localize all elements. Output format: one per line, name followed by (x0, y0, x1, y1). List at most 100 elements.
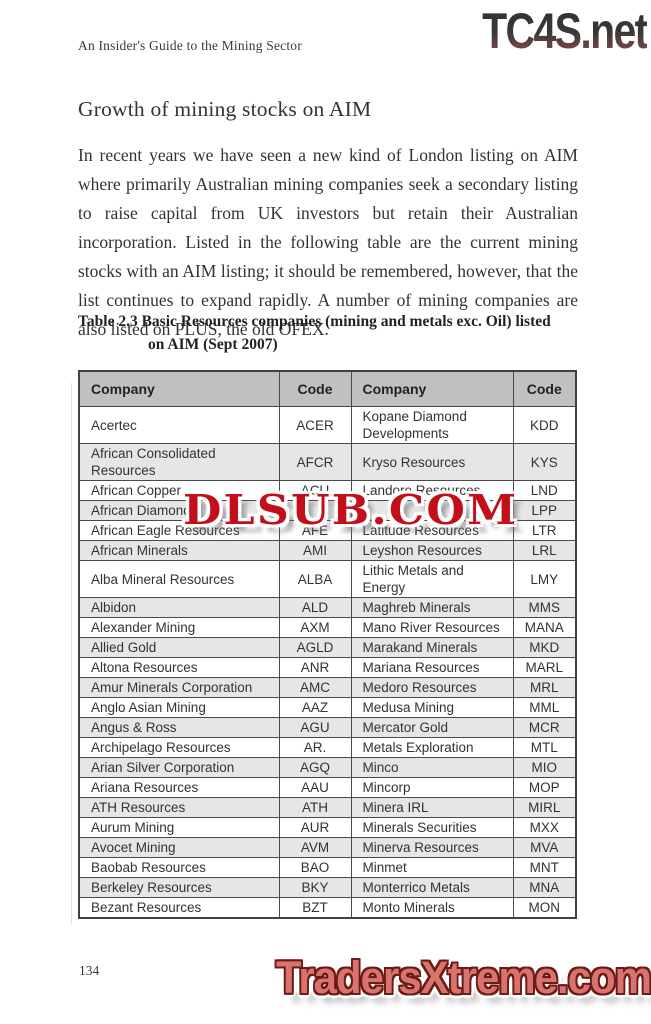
company-cell: Ariana Resources (78, 777, 280, 798)
code-cell: LTR (512, 520, 577, 541)
table-row: Alba Mineral Resources ALBA Lithic Metals … (78, 560, 577, 598)
company-cell: Minmet (350, 857, 514, 878)
code-cell: MRL (512, 677, 577, 698)
column-header-company: Company (350, 370, 514, 407)
table-row: Anglo Asian Mining AAZ Medusa Mining MML (78, 697, 577, 718)
code-cell: AMC (278, 677, 352, 698)
code-cell: MIO (512, 757, 577, 778)
company-cell: Mincorp (350, 777, 514, 798)
company-cell: African Diamonds (78, 500, 280, 521)
table-row: Ariana Resources AAU Mincorp MOP (78, 777, 577, 798)
table-row: Albidon ALD Maghreb Minerals MMS (78, 597, 577, 618)
company-cell: Allied Gold (78, 637, 280, 658)
company-cell: Minera IRL (350, 797, 514, 818)
company-cell: Angus & Ross (78, 717, 280, 738)
table-row: ATH Resources ATH Minera IRL MIRL (78, 797, 577, 818)
company-cell: Kopane Diamond Developments (350, 406, 514, 444)
company-cell: Medoro Resources (350, 677, 514, 698)
code-cell: KYS (512, 443, 577, 481)
listing-table: Company Code Company Code Acertec ACER Kopane… (78, 370, 577, 919)
tradersxtreme-watermark: TradersXtreme.com (276, 952, 651, 1003)
company-cell: Albidon (78, 597, 280, 618)
code-cell: MANA (512, 617, 577, 638)
running-header: An Insider's Guide to the Mining Sector (78, 38, 302, 53)
code-cell: MXX (512, 817, 577, 838)
company-cell: Maghreb Minerals (350, 597, 514, 618)
code-cell: AXM (278, 617, 352, 638)
company-cell: Alba Mineral Resources (78, 560, 280, 598)
company-cell: ATH Resources (78, 797, 280, 818)
table-row: African Eagle Resources AFE Latitude Resou… (78, 520, 577, 541)
company-cell: Bezant Resources (78, 897, 280, 919)
company-cell: Anglo Asian Mining (78, 697, 280, 718)
company-cell: Acertec (78, 406, 280, 444)
code-cell: LRL (512, 540, 577, 561)
code-cell: ATH (278, 797, 352, 818)
intro-paragraph: In recent years we have seen a new kind … (78, 145, 578, 339)
code-cell: MNA (512, 877, 577, 898)
company-cell: Monto Minerals (350, 897, 514, 919)
table-container: Company Code Company Code Acertec ACER Kopane… (78, 370, 577, 919)
column-header-company: Company (78, 370, 280, 407)
company-cell: African Minerals (78, 540, 280, 561)
table-row: African Copper ACU Landore Resources LND (78, 480, 577, 501)
code-cell: AR. (278, 737, 352, 758)
code-cell: AAU (278, 777, 352, 798)
code-cell: MVA (512, 837, 577, 858)
company-cell: Mercator Gold (350, 717, 514, 738)
code-cell: BKY (278, 877, 352, 898)
company-cell: Kryso Resources (350, 443, 514, 481)
code-cell: AFCR (278, 443, 352, 481)
table-head: Company Code Company Code (78, 370, 577, 407)
code-cell: AVM (278, 837, 352, 858)
column-header-code: Code (278, 370, 352, 407)
company-cell: Avocet Mining (78, 837, 280, 858)
code-cell: MKD (512, 637, 577, 658)
company-cell: African Consolidated Resources (78, 443, 280, 481)
company-cell: Landore Resources (350, 480, 514, 501)
code-cell: AGU (278, 717, 352, 738)
company-cell: Minco (350, 757, 514, 778)
table-row: Angus & Ross AGU Mercator Gold MCR (78, 717, 577, 738)
table-row: African Diamonds LPP (78, 500, 577, 521)
company-cell: Archipelago Resources (78, 737, 280, 758)
company-cell: Amur Minerals Corporation (78, 677, 280, 698)
code-cell: MON (512, 897, 577, 919)
company-cell: Marakand Minerals (350, 637, 514, 658)
table-caption-line1: Table 2.3 Basic Resources companies (min… (78, 313, 551, 330)
dlsub-watermark: DLSUB.COM (183, 486, 519, 534)
table-row: Alexander Mining AXM Mano River Resources M… (78, 617, 577, 638)
code-cell: MOP (512, 777, 577, 798)
code-cell: KDD (512, 406, 577, 444)
company-cell: Mariana Resources (350, 657, 514, 678)
company-cell: Alexander Mining (78, 617, 280, 638)
company-cell: Minerva Resources (350, 837, 514, 858)
company-cell: Minerals Securities (350, 817, 514, 838)
company-cell: Baobab Resources (78, 857, 280, 878)
code-cell: AAZ (278, 697, 352, 718)
table-row: Allied Gold AGLD Marakand Minerals MKD (78, 637, 577, 658)
table-row: Arian Silver Corporation AGQ Minco MIO (78, 757, 577, 778)
column-header-code: Code (512, 370, 577, 407)
table-row: African Consolidated Resources AFCR Kryso … (78, 443, 577, 481)
company-cell: Arian Silver Corporation (78, 757, 280, 778)
table-body: Acertec ACER Kopane Diamond Developments KD… (78, 406, 577, 919)
table-row: Acertec ACER Kopane Diamond Developments KD… (78, 406, 577, 444)
company-cell: Monterrico Metals (350, 877, 514, 898)
table-caption-line2: on AIM (Sept 2007) (148, 336, 278, 353)
table-row: Amur Minerals Corporation AMC Medoro Resou… (78, 677, 577, 698)
code-cell: ALBA (278, 560, 352, 598)
code-cell: ALD (278, 597, 352, 618)
code-cell: MNT (512, 857, 577, 878)
code-cell: BZT (278, 897, 352, 919)
company-cell: Latitude Resources (350, 520, 514, 541)
page-title: Growth of mining stocks on AIM (78, 97, 372, 121)
table-row: Archipelago Resources AR. Metals Explorati… (78, 737, 577, 758)
code-cell: LND (512, 480, 577, 501)
company-cell: African Eagle Resources (78, 520, 280, 541)
code-cell: MMS (512, 597, 577, 618)
code-cell: MARL (512, 657, 577, 678)
code-cell: MCR (512, 717, 577, 738)
table-row: Avocet Mining AVM Minerva Resources MVA (78, 837, 577, 858)
